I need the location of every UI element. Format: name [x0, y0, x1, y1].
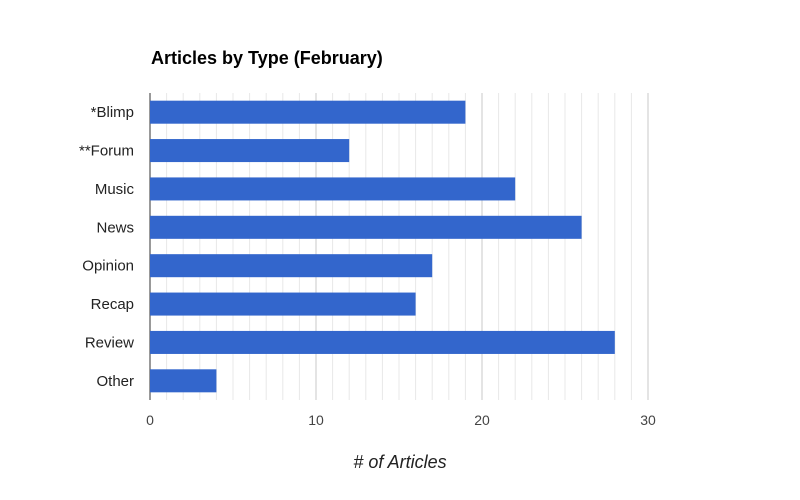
- category-labels: *Blimp **Forum Music News Opinion Recap Review…: [79, 104, 135, 390]
- bar: [150, 177, 516, 201]
- chart-title: Articles by Type (February): [151, 48, 383, 68]
- bar: [150, 100, 466, 124]
- bar: [150, 139, 350, 163]
- x-tick-label: 30: [640, 412, 656, 428]
- category-label: Other: [96, 373, 134, 390]
- x-tick-label: 0: [146, 412, 154, 428]
- bar: [150, 254, 433, 278]
- category-label: News: [96, 219, 134, 236]
- bars: [150, 100, 615, 393]
- category-label: Recap: [91, 296, 134, 313]
- x-axis-title: # of Articles: [353, 452, 446, 472]
- x-tick-label: 10: [308, 412, 324, 428]
- bar: [150, 330, 615, 354]
- x-tick-label: 20: [474, 412, 490, 428]
- bar: [150, 369, 217, 393]
- category-label: **Forum: [79, 143, 134, 160]
- category-label: Opinion: [82, 258, 134, 275]
- category-label: Music: [95, 181, 135, 198]
- category-label: Review: [85, 334, 134, 351]
- bar: [150, 215, 582, 239]
- category-label: *Blimp: [91, 104, 134, 121]
- x-tick-labels: 0 10 20 30: [146, 412, 656, 428]
- bar: [150, 292, 416, 316]
